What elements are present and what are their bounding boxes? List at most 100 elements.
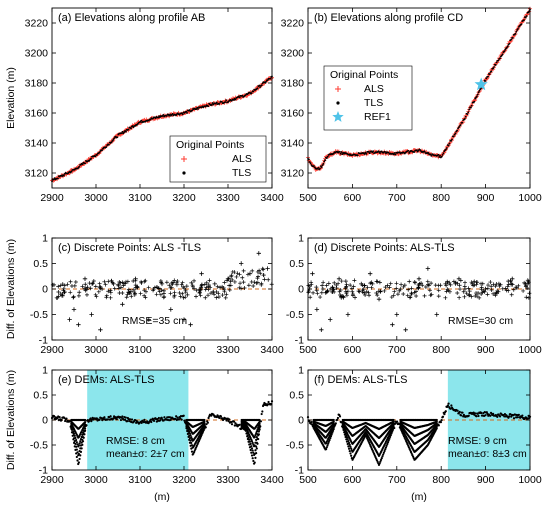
tls-point [57, 177, 59, 180]
dem-point [257, 433, 260, 436]
dem-point [78, 457, 81, 461]
chart-title: (f) DEMs: ALS-TLS [314, 374, 408, 386]
tls-point [501, 53, 504, 56]
diff-point [108, 290, 113, 295]
dem-point [258, 428, 261, 431]
diff-point [367, 271, 373, 276]
diff-point [461, 289, 466, 294]
diff-point [489, 287, 494, 292]
diff-point [126, 287, 131, 292]
tls-point [387, 151, 390, 154]
diff-point [228, 279, 233, 284]
tls-point [212, 103, 215, 106]
chart-a: 2900 3000 3100 3200 3300 3400 3120 3140 3160 3180… [5, 7, 284, 204]
tls-point [260, 84, 263, 86]
diff-point [177, 290, 182, 295]
dem-point [190, 450, 194, 453]
diff-point [169, 280, 174, 285]
diff-point [85, 285, 90, 290]
tls-point [108, 143, 110, 146]
diff-point [103, 282, 108, 287]
x-axis-label: (m) [411, 491, 427, 503]
tls-point [469, 106, 472, 109]
dem-point [98, 418, 101, 421]
diff-point [412, 280, 417, 285]
legend: Original Points ALS TLS REF1 [323, 65, 413, 131]
dem-point [521, 414, 524, 417]
diff-point [488, 280, 493, 285]
dem-point [332, 420, 335, 423]
dem-point [389, 435, 392, 439]
diff-point [98, 327, 103, 332]
dem-point [458, 410, 461, 413]
dem-point [348, 443, 351, 446]
dem-point [517, 413, 520, 416]
diff-point [416, 283, 421, 288]
dem-point [329, 437, 332, 440]
diff-point [239, 261, 244, 266]
diff-point [343, 286, 348, 291]
tls-point [524, 16, 527, 19]
diff-point [338, 292, 343, 297]
dem-point [332, 422, 335, 425]
diff-point [315, 291, 320, 296]
tls-point [445, 148, 447, 151]
chart-d: 500 600 700 800 900 1000 -1 -0.5 0 0.5 1 (d) Discre… [286, 233, 542, 357]
dem-point [232, 420, 236, 423]
tls-point [393, 152, 396, 154]
tls-point [319, 167, 321, 170]
dem-point [473, 412, 477, 415]
dem-point [456, 409, 459, 412]
dem-point [248, 438, 251, 441]
dem-point [204, 426, 207, 429]
dem-point [331, 429, 335, 432]
tls-point [497, 59, 500, 62]
dem-point [336, 418, 339, 421]
dem-point [310, 420, 313, 424]
diff-point [189, 280, 194, 285]
diff-point [180, 280, 185, 285]
y-tick-label: 0 [42, 415, 48, 427]
tls-point [473, 100, 476, 103]
diff-point [50, 282, 55, 287]
dem-point [347, 439, 350, 443]
dem-point [261, 410, 264, 413]
dem-point [119, 418, 123, 422]
dem-point [175, 415, 178, 418]
dem-point [348, 449, 351, 453]
legend-label: ALS [232, 153, 252, 165]
tls-point [423, 150, 426, 153]
diff-point [489, 284, 494, 289]
dem-point [379, 458, 383, 461]
chart-e: 2900 3000 3100 3200 3300 3400 -1 -0.5 0 0.5 1 (e) D… [5, 365, 284, 504]
diff-point [314, 307, 320, 312]
tls-point [112, 139, 115, 141]
tls-point [500, 54, 503, 57]
diff-point [211, 289, 216, 294]
diff-point [251, 283, 256, 288]
dem-point [257, 430, 260, 433]
dem-point [435, 427, 438, 430]
dem-point [336, 416, 340, 420]
legend-label: ALS [364, 83, 384, 95]
diff-point [161, 295, 166, 300]
tls-point [508, 42, 511, 45]
tls-point [442, 152, 445, 155]
diff-point [262, 277, 267, 282]
dem-point [476, 412, 479, 415]
tls-point [447, 144, 450, 147]
diff-point [159, 281, 165, 287]
dem-point [85, 424, 88, 427]
tls-point [258, 84, 261, 87]
stats-annotation: RMSE=30 cm [448, 315, 513, 327]
dem-point [103, 416, 106, 419]
dem-point [80, 447, 83, 450]
dem-point [130, 418, 134, 421]
diff-point [513, 285, 518, 290]
chart-f: 500 600 700 800 900 1000 -1 -0.5 0 0.5 1 (f) DEMs: … [286, 365, 542, 504]
tls-point [457, 126, 460, 129]
diff-point [445, 279, 450, 284]
dem-point [330, 433, 333, 436]
tls-point [464, 115, 467, 118]
dem-point [257, 437, 260, 441]
